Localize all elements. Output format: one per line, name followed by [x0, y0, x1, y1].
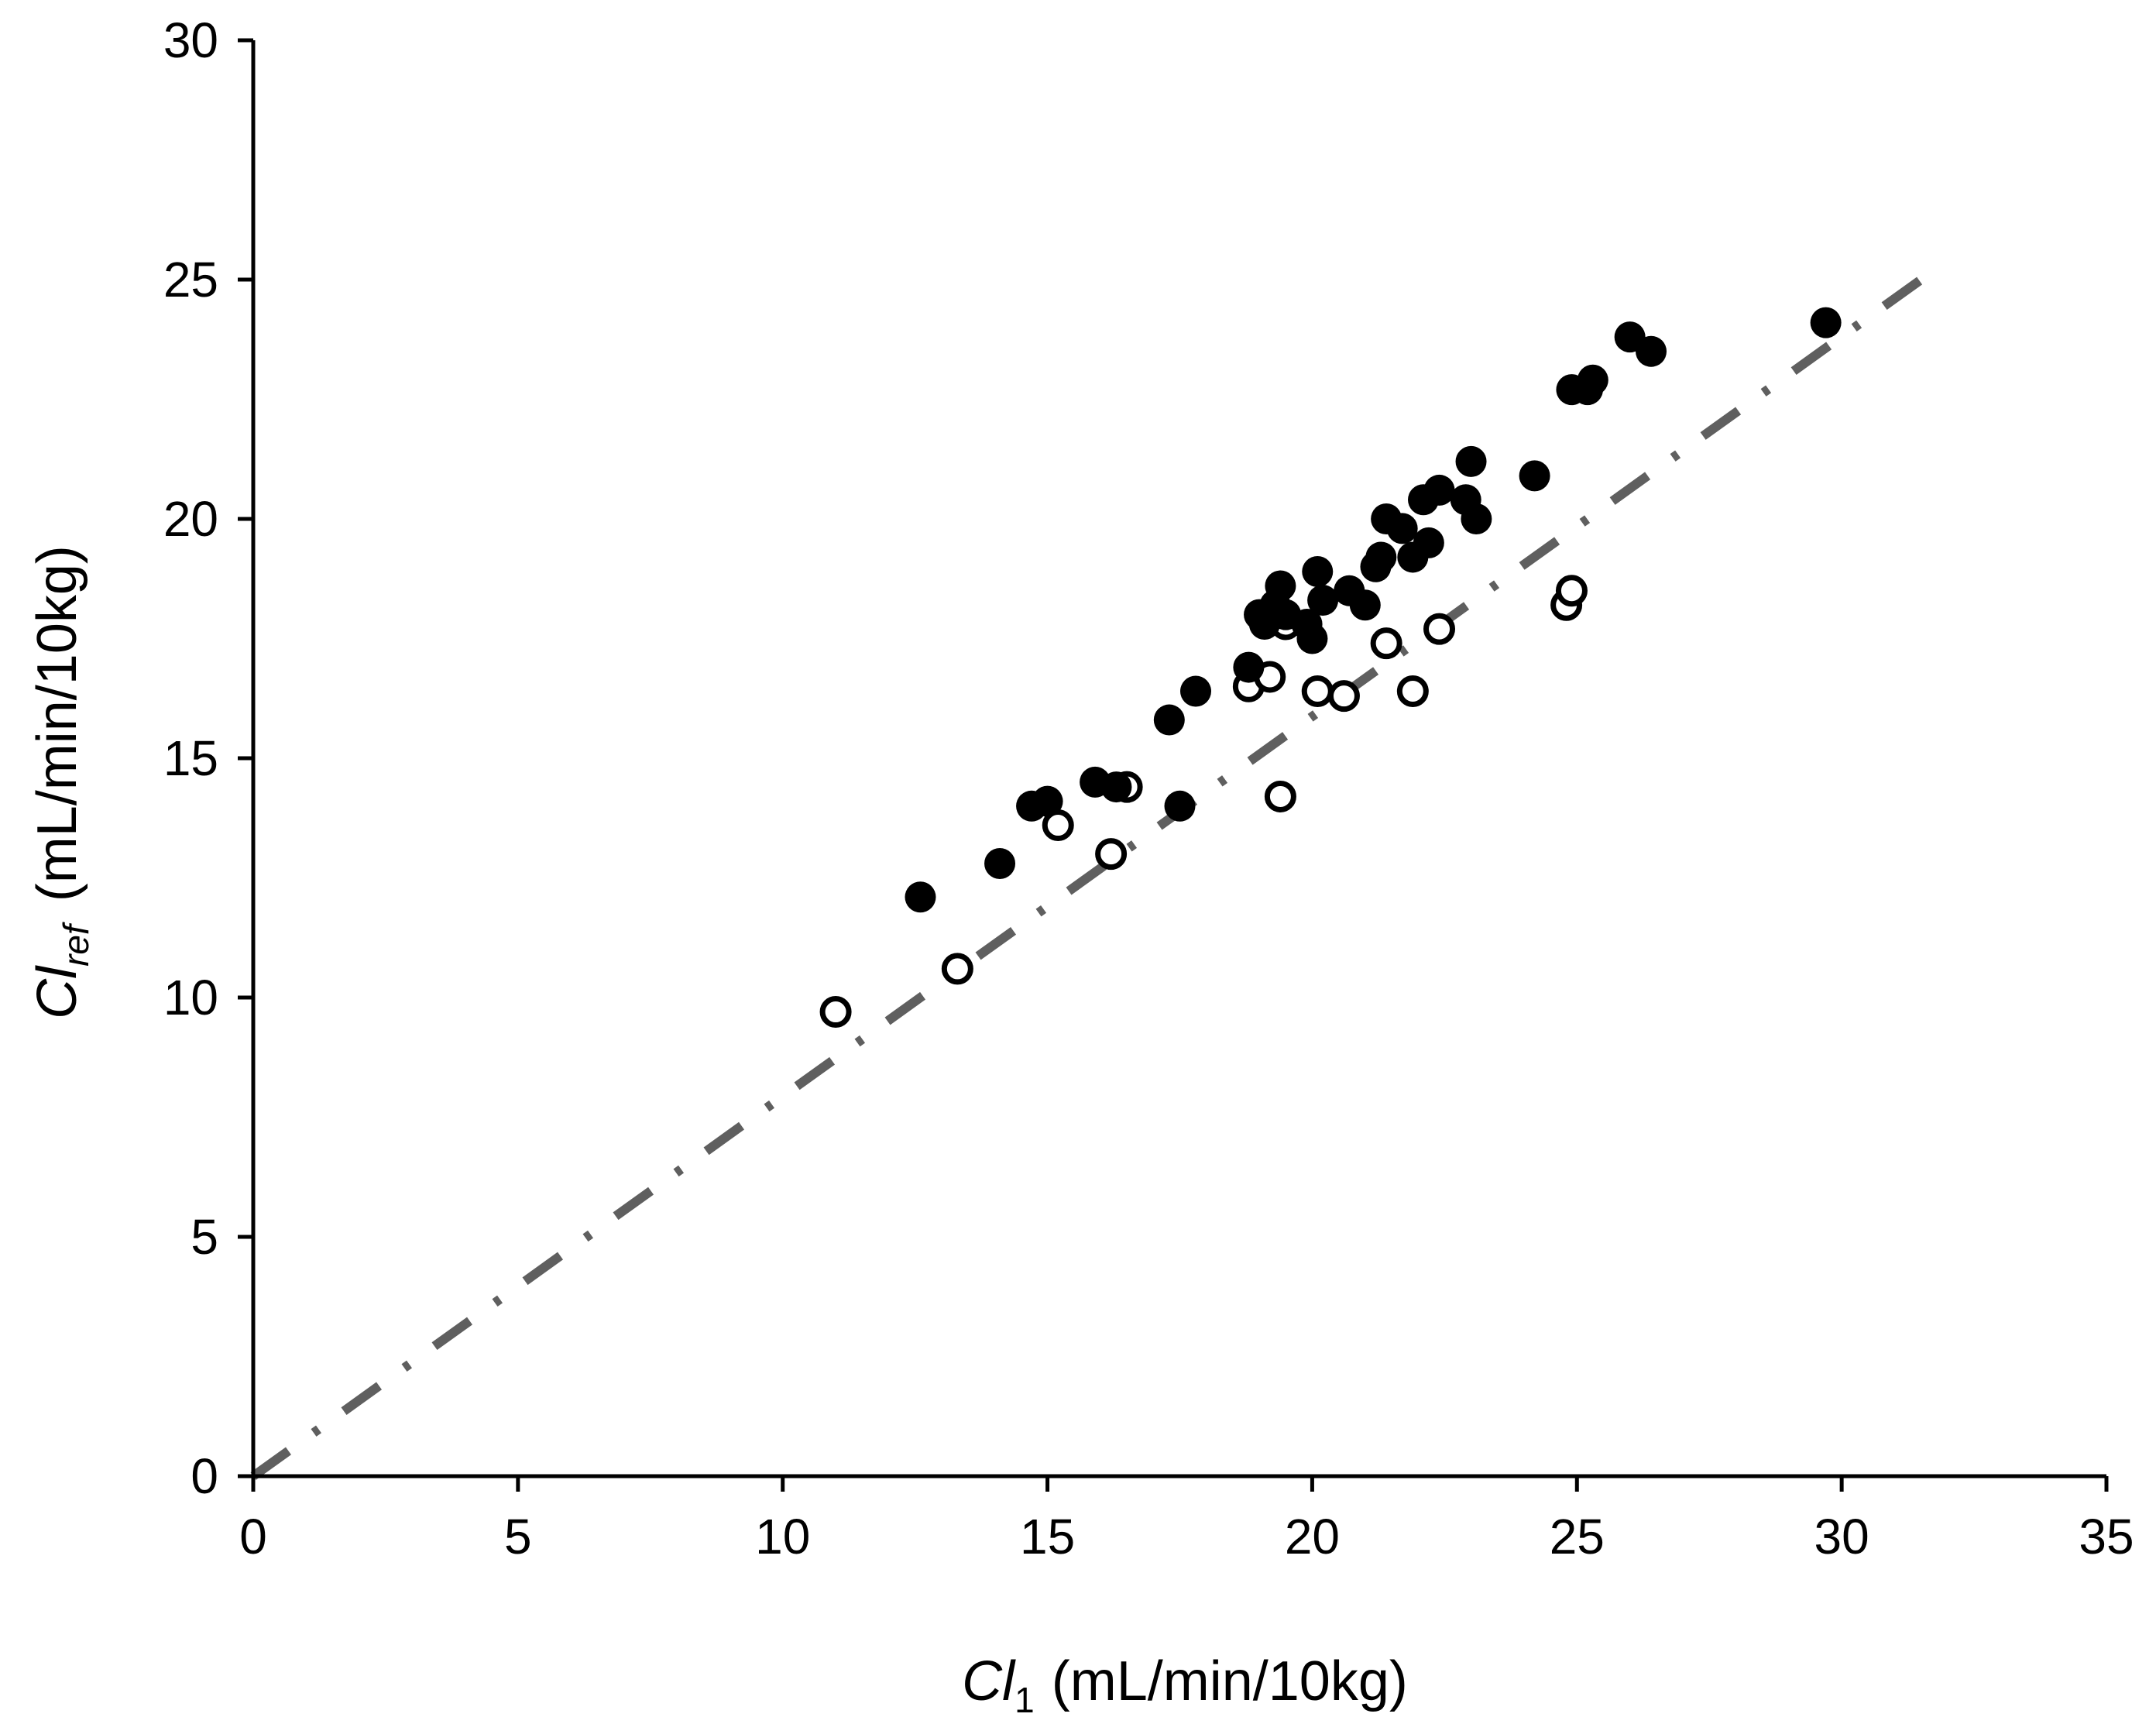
filled-data-point — [1455, 445, 1487, 477]
x-tick-label: 0 — [239, 1509, 267, 1564]
filled-circle-series — [905, 307, 1842, 913]
filled-data-point — [1423, 474, 1455, 506]
filled-data-point — [1153, 704, 1185, 736]
open-data-point — [1396, 675, 1429, 707]
filled-data-point — [1349, 589, 1381, 621]
y-axis-ticks: 0 5 10 15 20 25 30 — [163, 12, 253, 1504]
filled-data-point — [1810, 307, 1842, 338]
y-tick-label: 20 — [163, 491, 218, 547]
x-tick-label: 20 — [1285, 1509, 1340, 1564]
filled-data-point — [1307, 585, 1339, 616]
filled-data-point — [905, 881, 936, 913]
y-tick-label: 0 — [191, 1448, 218, 1504]
filled-data-point — [1265, 570, 1296, 602]
filled-data-point — [1296, 623, 1328, 654]
open-data-point — [1327, 680, 1360, 713]
y-tick-label: 25 — [163, 252, 218, 307]
filled-data-point — [1164, 790, 1196, 822]
x-tick-label: 10 — [755, 1509, 810, 1564]
open-data-point — [941, 953, 973, 985]
open-data-point — [1423, 613, 1456, 645]
filled-data-point — [1461, 503, 1492, 534]
filled-data-point — [1413, 527, 1444, 558]
filled-data-point — [1032, 785, 1063, 817]
filled-data-point — [1365, 541, 1397, 573]
x-tick-label: 25 — [1550, 1509, 1605, 1564]
x-tick-label: 35 — [2079, 1509, 2134, 1564]
y-tick-label: 30 — [163, 12, 218, 68]
open-data-point — [1555, 575, 1588, 607]
x-axis-title: Cl1 (mL/min/10kg) — [962, 1650, 1408, 1720]
y-tick-label: 15 — [163, 730, 218, 786]
filled-data-point — [1386, 513, 1418, 544]
filled-data-point — [1636, 335, 1667, 367]
x-tick-label: 30 — [1814, 1509, 1869, 1564]
open-data-point — [1370, 627, 1402, 660]
reference-line — [250, 276, 1924, 1480]
filled-data-point — [1302, 555, 1334, 587]
y-tick-label: 5 — [191, 1209, 218, 1265]
x-tick-label: 15 — [1020, 1509, 1075, 1564]
y-tick-label: 10 — [163, 970, 218, 1025]
filled-data-point — [984, 847, 1016, 879]
filled-data-point — [1233, 651, 1265, 683]
open-data-point — [819, 996, 852, 1029]
filled-data-point — [1180, 675, 1212, 707]
open-data-point — [1301, 675, 1334, 707]
y-axis-title: Clref(mL/min/10kg) — [26, 545, 96, 1019]
filled-data-point — [1577, 364, 1608, 396]
open-data-point — [1095, 838, 1128, 871]
filled-data-point — [1519, 460, 1550, 492]
x-tick-label: 5 — [504, 1509, 532, 1564]
filled-data-point — [1100, 771, 1132, 803]
open-data-point — [1264, 780, 1296, 812]
x-axis-ticks: 0 5 10 15 20 25 30 35 — [239, 1476, 2134, 1564]
